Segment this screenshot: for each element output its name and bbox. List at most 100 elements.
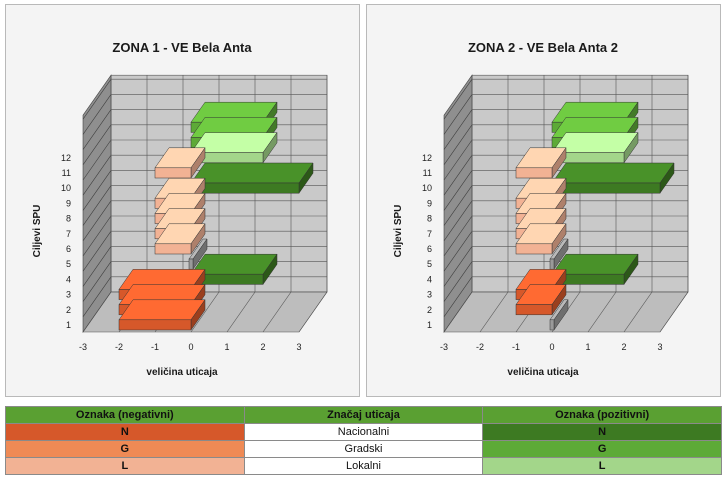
bar-5 xyxy=(188,258,194,270)
gridline-side xyxy=(82,139,112,181)
gridline-side xyxy=(82,79,112,120)
x-tick-label: 1 xyxy=(585,342,590,352)
x-tick-label: -1 xyxy=(151,342,159,352)
x-tick-label: -1 xyxy=(512,342,520,352)
bar-10 xyxy=(551,182,661,194)
y-tick-label: 3 xyxy=(66,290,71,300)
y-tick-label: 7 xyxy=(427,229,432,239)
legend-row-nacionalni: N Nacionalni N xyxy=(5,423,722,441)
x-tick-label: -3 xyxy=(79,342,87,352)
y-tick-label: 8 xyxy=(427,214,432,224)
gridline-side xyxy=(443,246,473,287)
y-axis-title: Ciljevi SPU xyxy=(393,205,404,258)
y-tick-label: 5 xyxy=(427,259,432,269)
gridline-side xyxy=(443,215,473,257)
y-tick-label: 6 xyxy=(427,244,432,254)
gridline-side xyxy=(443,109,473,150)
bar-10-top xyxy=(190,162,314,184)
bar-1 xyxy=(118,319,192,331)
gridline-floor xyxy=(659,291,689,333)
x-tick-label: 0 xyxy=(549,342,554,352)
x-tick-label: 2 xyxy=(260,342,265,352)
gridline-side xyxy=(443,276,473,317)
chart-title: ZONA 1 - VE Bela Anta xyxy=(112,40,252,55)
gridline-side xyxy=(82,109,112,150)
gridline-side xyxy=(443,139,473,181)
gridline-side xyxy=(443,94,473,135)
gridline-side xyxy=(82,215,112,257)
gridline-side xyxy=(443,170,473,211)
bar-10 xyxy=(190,182,300,194)
gridline-floor xyxy=(479,291,509,333)
gridline-side xyxy=(443,261,473,302)
gridline-side xyxy=(82,276,112,317)
gridline-side xyxy=(443,231,473,272)
gridline-floor xyxy=(226,291,256,333)
y-tick-label: 12 xyxy=(61,153,71,163)
y-tick-label: 11 xyxy=(423,168,432,178)
gridline-floor xyxy=(82,291,112,333)
y-tick-label: 10 xyxy=(422,183,432,193)
bar-1-top xyxy=(118,299,206,321)
y-tick-label: 2 xyxy=(427,305,432,315)
y-tick-label: 1 xyxy=(66,320,71,330)
bar-11 xyxy=(515,167,553,179)
y-tick-label: 4 xyxy=(66,274,71,284)
legend-header-positive: Oznaka (pozitivni) xyxy=(482,406,722,424)
gridline-side xyxy=(443,79,473,120)
gridline-side xyxy=(82,261,112,302)
bar-5 xyxy=(549,258,555,270)
y-tick-label: 9 xyxy=(66,198,71,208)
y-tick-label: 11 xyxy=(62,168,71,178)
gridline-side xyxy=(443,185,473,226)
legend-neg-l: L xyxy=(5,457,245,475)
legend-row-gradski: G Gradski G xyxy=(5,440,722,458)
chart-zona-2: ZONA 2 - VE Bela Anta 2123456789101112-3… xyxy=(393,40,689,378)
x-tick-label: 2 xyxy=(621,342,626,352)
chart-panel-zona-1: ZONA 1 - VE Bela Anta 1 2 3 4 5 6 7 8 9 10 11 12 -3 -2… xyxy=(5,4,360,397)
legend-name-lokalni: Lokalni xyxy=(243,457,484,475)
legend-name-gradski: Gradski xyxy=(243,440,484,458)
gridline-floor xyxy=(587,291,617,333)
y-tick-label: 2 xyxy=(66,305,71,315)
legend-neg-n: N xyxy=(5,423,245,441)
bar-2 xyxy=(515,304,553,316)
legend-pos-l: L xyxy=(482,457,722,475)
bar-6 xyxy=(515,243,553,255)
y-tick-label: 9 xyxy=(427,198,432,208)
legend-name-nacionalni: Nacionalni xyxy=(243,423,484,441)
y-tick-label: 7 xyxy=(66,229,71,239)
gridline-side xyxy=(82,185,112,226)
legend-table: Oznaka (negativni) Značaj uticaja Oznaka… xyxy=(5,406,722,475)
y-tick-label: 5 xyxy=(66,259,71,269)
bar-6 xyxy=(154,243,192,255)
legend-header-significance: Značaj uticaja xyxy=(243,406,484,424)
y-tick-label: 12 xyxy=(422,153,432,163)
y-tick-label: 4 xyxy=(427,274,432,284)
bar-1 xyxy=(549,319,555,331)
bar-10-top xyxy=(551,162,675,184)
x-tick-label: 3 xyxy=(296,342,301,352)
y-tick-label: 10 xyxy=(61,183,71,193)
legend-header-row: Oznaka (negativni) Značaj uticaja Oznaka… xyxy=(5,406,722,424)
y-tick-label: 3 xyxy=(427,290,432,300)
y-tick-label: 6 xyxy=(66,244,71,254)
gridline-floor xyxy=(262,291,292,333)
chart-title: ZONA 2 - VE Bela Anta 2 xyxy=(468,40,618,55)
gridline-side xyxy=(82,155,112,196)
gridline-side xyxy=(82,246,112,287)
x-axis-title: veličina uticaja xyxy=(507,367,579,378)
x-tick-label: 1 xyxy=(224,342,229,352)
gridline-floor xyxy=(443,291,473,333)
gridline-floor xyxy=(298,291,328,333)
gridline-side xyxy=(443,200,473,241)
legend-header-negative: Oznaka (negativni) xyxy=(5,406,245,424)
y-axis-title: Ciljevi SPU xyxy=(32,205,43,258)
x-tick-label: 3 xyxy=(657,342,662,352)
x-tick-label: -2 xyxy=(115,342,123,352)
legend-neg-g: G xyxy=(5,440,245,458)
gridline-side xyxy=(82,170,112,211)
gridline-floor xyxy=(623,291,653,333)
bar-11 xyxy=(154,167,192,179)
